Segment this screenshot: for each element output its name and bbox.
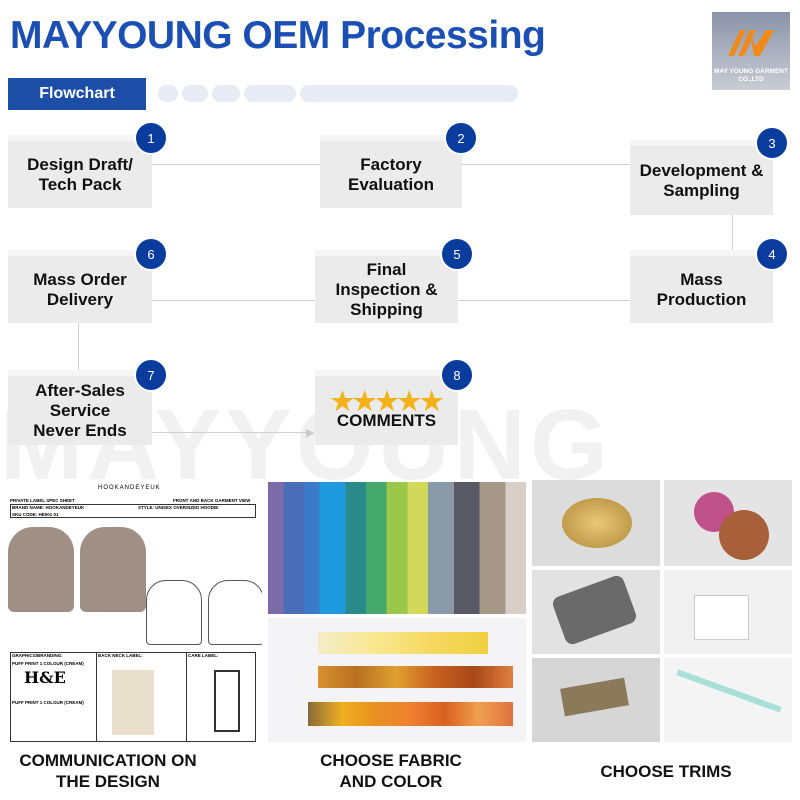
spec-back-neck: BACK NECK LABEL:	[98, 653, 143, 658]
step-label: Factory Evaluation	[348, 154, 434, 194]
step-1: Design Draft/ Tech Pack	[8, 135, 152, 208]
spec-style: STYLE: UNISEX OVERSIZED HOODIE	[138, 505, 219, 510]
step-badge: 1	[134, 121, 168, 155]
step-label: Design Draft/ Tech Pack	[27, 154, 133, 194]
spec-brand: HOOKANDEYEUK	[98, 485, 161, 491]
step-8: ★★★★★ COMMENTS	[315, 370, 458, 445]
decor-pill	[300, 85, 518, 102]
connector	[152, 300, 315, 301]
step-label: Final Inspection & Shipping	[335, 259, 438, 319]
step-badge: 8	[440, 358, 474, 392]
decor-pill	[182, 85, 208, 102]
step-badge: 4	[755, 237, 789, 271]
step-label: After-Sales Service Never Ends	[33, 380, 127, 440]
spec-logo: H&E	[24, 668, 66, 687]
spec-print: PUFF PRINT 1 COLOUR (CREAM)	[12, 661, 84, 666]
step-4: Mass Production	[630, 250, 773, 323]
caption-trims: CHOOSE TRIMS	[600, 762, 732, 781]
spec-sheet-image: HOOKANDEYEUK PRIVATE LABEL SPEC SHEET FR…	[8, 480, 262, 742]
spec-sku: SKU CODE: HE001 01	[12, 512, 59, 517]
spec-view: FRONT AND BACK GARMENT VIEW	[173, 498, 251, 503]
connector-arrow	[152, 432, 312, 433]
trim-hangtags-image	[664, 570, 792, 654]
spec-graphics: GRAPHICS/BRANDING:	[12, 653, 63, 658]
step-badge: 2	[444, 121, 478, 155]
step-label: Mass Production	[656, 269, 747, 309]
flowchart-tab[interactable]: Flowchart	[8, 78, 146, 110]
logo-text: MAY YOUNG GARMENT CO.,LTD	[714, 68, 788, 83]
trim-buttons-image	[532, 480, 660, 566]
step-6: Mass Order Delivery	[8, 250, 152, 323]
trim-patches-image	[664, 480, 792, 566]
spec-care: CARE LABEL:	[188, 653, 219, 658]
caption-design: COMMUNICATION ON THE DESIGN	[19, 751, 197, 791]
trim-zipper-image	[532, 570, 660, 654]
spec-brand-name: BRAND NAME: HOOKANDEYEUK	[12, 505, 85, 510]
decor-pill	[244, 85, 296, 102]
spec-print: PUFF PRINT 1 COLOUR (CREAM)	[12, 700, 84, 705]
trim-drawcord-image	[664, 658, 792, 742]
hoodie-back	[80, 527, 146, 612]
star-rating-icon: ★★★★★	[330, 385, 444, 416]
hoodie-front	[8, 527, 74, 612]
step-label: Development & Sampling	[639, 160, 764, 200]
page-title: MAYYOUNG OEM Processing	[10, 14, 546, 57]
color-card-image	[268, 618, 526, 742]
connector	[78, 323, 79, 370]
step-label: Mass Order Delivery	[33, 269, 127, 309]
connector	[732, 215, 733, 250]
hoodie-sketch	[146, 580, 202, 645]
step-label: COMMENTS	[336, 410, 437, 430]
logo-mark-icon	[728, 30, 774, 56]
caption-fabric: CHOOSE FABRIC AND COLOR	[320, 751, 462, 791]
trim-metal-label-image	[532, 658, 660, 742]
step-5: Final Inspection & Shipping	[315, 250, 458, 323]
connector	[458, 300, 630, 301]
step-3: Development & Sampling	[630, 140, 773, 215]
company-logo: MAY YOUNG GARMENT CO.,LTD	[712, 12, 790, 90]
decor-pill	[158, 85, 178, 102]
connector	[462, 164, 630, 165]
step-badge: 3	[755, 126, 789, 160]
arrow-head-icon: ▶	[306, 427, 315, 439]
connector	[152, 164, 320, 165]
step-badge: 7	[134, 358, 168, 392]
step-badge: 5	[440, 237, 474, 271]
step-7: After-Sales Service Never Ends	[8, 370, 152, 445]
spec-title: PRIVATE LABEL SPEC SHEET	[10, 498, 75, 503]
step-badge: 6	[134, 237, 168, 271]
step-2: Factory Evaluation	[320, 135, 462, 208]
fabric-swatch-book-image	[268, 482, 526, 614]
hoodie-sketch	[208, 580, 262, 645]
decor-pill	[212, 85, 240, 102]
